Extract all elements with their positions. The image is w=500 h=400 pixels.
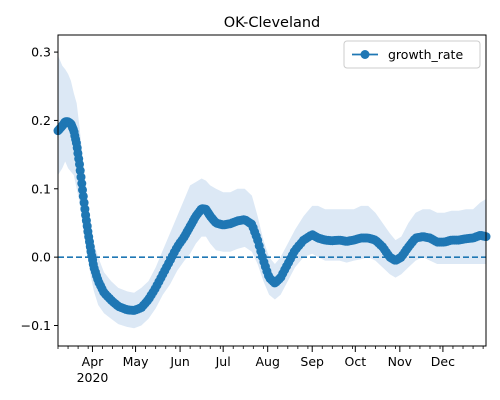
x-tick-label: Aug xyxy=(255,354,279,369)
x-tick-label: Oct xyxy=(344,354,366,369)
x-tick-sublabel: 2020 xyxy=(77,370,109,385)
x-tick-label: May xyxy=(123,354,149,369)
x-tick-label: Dec xyxy=(431,354,455,369)
legend: growth_rate xyxy=(343,40,481,69)
y-tick-label: 0.1 xyxy=(31,181,51,196)
legend-box xyxy=(343,40,481,69)
confidence-band xyxy=(58,55,486,329)
legend-marker xyxy=(360,50,370,59)
legend-label: growth_rate xyxy=(388,47,463,62)
y-tick-label: 0.2 xyxy=(31,113,51,128)
y-tick-label: 0.0 xyxy=(31,250,51,265)
y-tick-label: 0.3 xyxy=(31,45,51,60)
chart-title: OK-Cleveland xyxy=(224,15,321,31)
x-tick-label: Jun xyxy=(169,354,190,369)
plot-area xyxy=(53,55,491,329)
x-tick-label: Sep xyxy=(300,354,324,369)
x-tick-label: Nov xyxy=(388,354,413,369)
x-tick-label: Jul xyxy=(215,354,231,369)
axes-frame xyxy=(57,34,487,347)
x-tick-label: Apr xyxy=(82,354,104,369)
y-tick-label: −0.1 xyxy=(21,318,51,333)
